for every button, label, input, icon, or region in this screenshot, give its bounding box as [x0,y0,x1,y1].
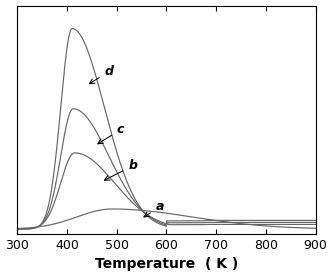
Text: c: c [98,123,124,144]
Text: d: d [89,65,114,84]
Text: b: b [105,159,137,180]
X-axis label: Temperature  ( K ): Temperature ( K ) [95,257,238,271]
Text: a: a [144,201,164,217]
